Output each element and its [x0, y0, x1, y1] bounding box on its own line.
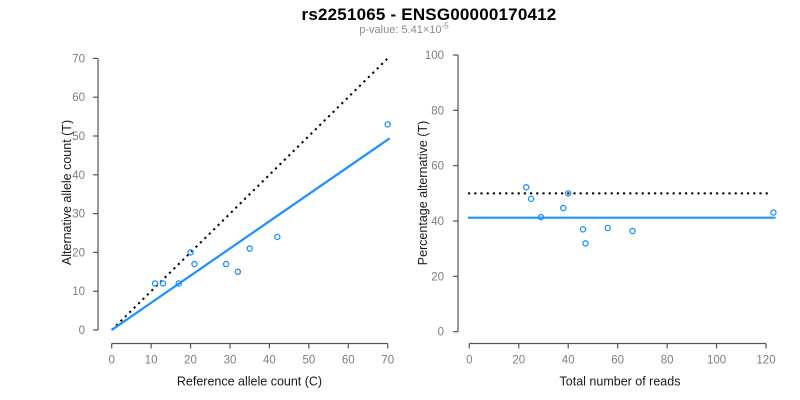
data-point — [770, 209, 777, 216]
right-scatter-panel: 0 20 40 60 80 100 0 20 40 60 80 100 120 Total number … — [416, 50, 777, 389]
multiply-sign: × — [422, 24, 430, 36]
pvalue-subtitle: p-value: 5.41×10-5 — [204, 21, 604, 36]
data-point — [222, 260, 230, 268]
y-tick-label: 60 — [431, 161, 444, 173]
data-point — [564, 190, 572, 197]
y-tick-label: 100 — [425, 50, 444, 62]
x-tick-label: 120 — [756, 355, 775, 367]
data-point — [274, 233, 281, 241]
x-axis-title: Reference allele count (C) — [177, 375, 322, 389]
x-tick-label: 80 — [661, 355, 674, 367]
fit-line — [111, 137, 391, 331]
data-point — [159, 280, 167, 287]
pvalue-base: 10 — [429, 24, 442, 36]
data-point — [187, 249, 194, 256]
x-tick-label: 100 — [707, 355, 726, 367]
pvalue-exponent: -5 — [441, 21, 449, 31]
y-tick-label: 70 — [72, 53, 85, 65]
data-point — [537, 213, 545, 221]
x-tick-label: 50 — [302, 355, 315, 367]
pvalue-label: p-value: — [359, 24, 399, 36]
data-point — [384, 121, 391, 128]
data-point — [175, 280, 182, 287]
figure-title: rs2251065 - ENSG00000170412 — [301, 5, 557, 24]
y-tick-label: 20 — [72, 247, 85, 259]
identity-line — [110, 56, 390, 331]
data-point — [191, 260, 198, 268]
data-point — [522, 184, 530, 191]
data-point — [629, 227, 636, 235]
y-tick-label: 10 — [72, 286, 85, 298]
y-axis-title: Percentage alternative (T) — [416, 121, 430, 266]
y-tick-label: 40 — [72, 170, 85, 182]
x-tick-label: 30 — [224, 355, 237, 367]
data-point — [579, 226, 587, 233]
left-scatter-panel: 0 10 20 30 40 50 60 70 0 10 20 30 40 50 60 70 Reference … — [60, 53, 394, 388]
data-point — [234, 268, 242, 276]
x-tick-label: 70 — [381, 355, 394, 367]
y-tick-label: 80 — [431, 105, 444, 117]
x-tick-label: 20 — [184, 355, 197, 367]
data-point — [582, 240, 589, 247]
x-tick-label: 60 — [611, 355, 624, 367]
pvalue-mantissa: 5.41 — [401, 24, 423, 36]
data-point — [151, 280, 159, 287]
x-tick-label: 10 — [145, 355, 158, 367]
x-tick-label: 0 — [466, 355, 472, 367]
y-axis-title: Alternative allele count (T) — [60, 120, 74, 265]
y-tick-label: 30 — [72, 209, 85, 221]
y-tick-label: 60 — [72, 92, 85, 104]
y-tick-label: 20 — [431, 271, 444, 283]
data-point — [246, 245, 253, 252]
data-point — [527, 195, 535, 203]
x-axis-title: Total number of reads — [560, 375, 681, 389]
y-tick-label: 50 — [72, 131, 85, 143]
x-tick-label: 40 — [263, 355, 276, 367]
x-tick-label: 40 — [562, 355, 575, 367]
x-tick-label: 20 — [512, 355, 525, 367]
y-tick-label: 0 — [79, 325, 85, 337]
data-point — [560, 204, 567, 212]
x-tick-label: 60 — [342, 355, 355, 367]
y-tick-label: 0 — [438, 327, 444, 339]
y-tick-label: 40 — [431, 216, 444, 228]
data-point — [604, 224, 612, 232]
x-tick-label: 0 — [108, 355, 114, 367]
